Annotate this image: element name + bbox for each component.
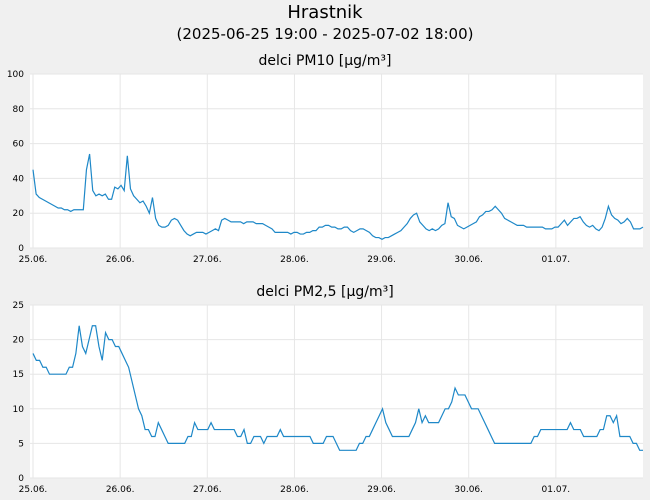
pm10-plot-area: [30, 74, 643, 248]
pm10-y-tick-label: 60: [13, 140, 25, 150]
pm25-y-tick-label: 5: [18, 439, 24, 449]
pm10-x-tick-label: 30.06.: [454, 255, 483, 265]
pm25-x-tick-label: 30.06.: [454, 485, 483, 495]
pm25-y-tick-label: 0: [18, 474, 24, 484]
pm25-y-tick-label: 15: [13, 370, 24, 380]
pm10-x-tick-label: 25.06.: [19, 255, 48, 265]
pm25-x-tick-label: 01.07.: [542, 485, 571, 495]
pm10-x-tick-label: 27.06.: [193, 255, 222, 265]
pm25-x-tick-label: 28.06.: [280, 485, 309, 495]
pm10-y-tick-label: 20: [13, 209, 25, 219]
pm10-x-tick-label: 01.07.: [542, 255, 571, 265]
pm25-x-tick-label: 26.06.: [106, 485, 135, 495]
pm10-x-tick-label: 29.06.: [367, 255, 396, 265]
pm10-x-tick-label: 26.06.: [106, 255, 135, 265]
pm10-series-line: [32, 153, 644, 240]
pm25-series-line: [32, 325, 643, 451]
pm10-y-tick-label: 80: [13, 105, 25, 115]
pm10-y-tick-label: 40: [13, 174, 25, 184]
pm25-y-tick-label: 25: [13, 301, 24, 311]
pm25-plot-area: [30, 305, 643, 478]
chart-subtitle: (2025-06-25 19:00 - 2025-07-02 18:00): [176, 25, 474, 43]
pm25-x-tick-label: 29.06.: [367, 485, 396, 495]
chart-title: Hrastnik: [287, 2, 363, 23]
pm10-y-tick-label: 0: [18, 244, 24, 254]
pm25-chart-title: delci PM2,5 [µg/m³]: [256, 284, 393, 300]
pm10-x-tick-label: 28.06.: [280, 255, 309, 265]
pm25-x-tick-label: 25.06.: [19, 485, 48, 495]
pm10-y-tick-label: 100: [7, 70, 24, 80]
pm10-chart-title: delci PM10 [µg/m³]: [259, 53, 392, 69]
pm25-y-tick-label: 20: [13, 336, 25, 346]
pm25-y-tick-label: 10: [13, 405, 25, 415]
pm25-x-tick-label: 27.06.: [193, 485, 222, 495]
